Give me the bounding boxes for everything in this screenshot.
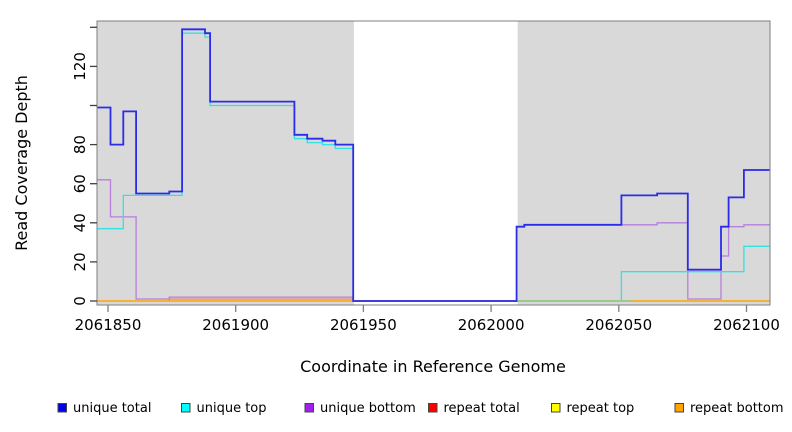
y-axis-tick-label: 80 (71, 135, 89, 154)
legend-item: unique bottom (304, 401, 416, 416)
x-axis-tick-label: 2061950 (330, 316, 397, 334)
x-axis-tick-label: 2061900 (202, 316, 269, 334)
covered-region-left (97, 21, 354, 305)
y-axis-tick-label: 0 (71, 296, 89, 306)
legend-item: unique total (57, 401, 151, 416)
covered-regions (97, 21, 770, 305)
x-axis: 2061850 2061900 2061950 2062000 2062050 20621… (75, 305, 780, 334)
y-axis-tick-label: 60 (71, 174, 89, 193)
legend-item: repeat top (551, 401, 635, 416)
x-axis-tick-label: 2061850 (75, 316, 142, 334)
x-axis-tick-label: 2062050 (585, 316, 652, 334)
x-axis-tick-label: 2062100 (713, 316, 780, 334)
legend-label: unique top (197, 401, 267, 416)
legend-item: unique top (181, 401, 267, 416)
legend-label: unique bottom (320, 401, 416, 416)
x-axis-title: Coordinate in Reference Genome (300, 357, 566, 376)
series-unique-total (97, 28, 770, 302)
legend-chip-repeat-bottom (674, 403, 684, 413)
y-axis-tick-label: 20 (71, 252, 89, 271)
covered-region-right (517, 21, 770, 305)
legend-label: repeat bottom (690, 401, 784, 416)
legend-chip-repeat-top (551, 403, 561, 413)
legend-chip-unique-top (181, 403, 191, 413)
y-axis-title: Read Coverage Depth (12, 75, 31, 251)
plot-border (96, 20, 771, 306)
legend-chip-unique-bottom (304, 403, 314, 413)
y-axis-tick-label: 40 (71, 213, 89, 232)
legend: unique total unique top unique bottom repea… (57, 401, 784, 416)
series-lines (97, 28, 770, 302)
legend-chip-unique-total (57, 403, 67, 413)
legend-label: repeat total (444, 401, 520, 416)
y-axis-tick-label: 120 (71, 52, 89, 81)
y-axis: 0 20 40 60 80 120 (71, 26, 97, 306)
legend-label: repeat top (567, 401, 635, 416)
legend-item: repeat total (428, 401, 520, 416)
legend-label: unique total (73, 401, 151, 416)
legend-chip-repeat-total (428, 403, 438, 413)
x-axis-tick-label: 2062000 (458, 316, 525, 334)
legend-item: repeat bottom (674, 401, 784, 416)
